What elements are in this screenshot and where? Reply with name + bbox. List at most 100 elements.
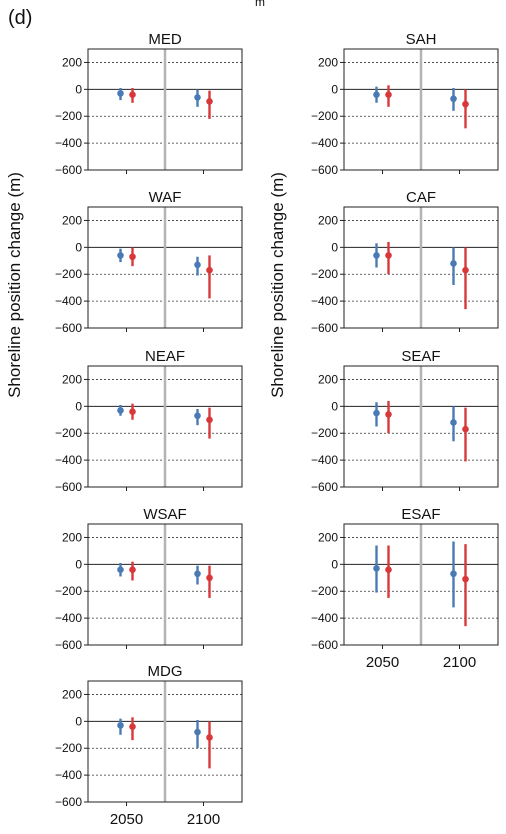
y-tick-label: 0 xyxy=(75,557,82,571)
median-point-blue xyxy=(194,728,201,736)
median-point-blue xyxy=(117,252,124,259)
panel-med: MED 200 0 −200 −400 −600 xyxy=(55,31,243,177)
median-point-blue xyxy=(450,419,457,426)
plot-frame xyxy=(343,523,499,646)
median-point-red xyxy=(129,566,136,574)
median-point-red xyxy=(129,91,136,99)
y-tick-label: −200 xyxy=(311,109,338,123)
median-point-red xyxy=(385,566,392,574)
median-point-blue xyxy=(194,261,201,269)
panel-seaf: SEAF 200 0 −200 −400 −600 xyxy=(311,348,499,494)
y-tick-label: −200 xyxy=(55,109,82,123)
y-tick-label: 0 xyxy=(75,240,82,254)
median-point-red xyxy=(129,723,136,731)
median-point-red xyxy=(462,575,469,583)
y-tick-label: −400 xyxy=(311,294,338,308)
y-tick-label: 200 xyxy=(318,372,338,386)
median-point-red xyxy=(129,253,136,261)
y-tick-label: −400 xyxy=(311,136,338,150)
median-point-red xyxy=(385,411,392,418)
y-tick-label: 200 xyxy=(318,55,338,69)
y-tick-label: −200 xyxy=(55,426,82,440)
plot-frame xyxy=(343,48,499,171)
median-point-blue xyxy=(450,95,457,103)
median-point-blue xyxy=(117,407,124,414)
median-point-red xyxy=(462,425,469,433)
y-tick-label: −600 xyxy=(311,321,338,335)
panel-title: NEAF xyxy=(145,348,185,365)
median-point-red xyxy=(462,266,469,274)
y-tick-label: −400 xyxy=(55,136,82,150)
x-tick-label: 2100 xyxy=(187,811,220,828)
y-tick-label: 200 xyxy=(62,372,82,386)
y-tick-label: 0 xyxy=(75,82,82,96)
median-point-red xyxy=(129,408,136,416)
plot-frame xyxy=(343,206,499,329)
median-point-red xyxy=(206,416,213,424)
median-point-blue xyxy=(450,260,457,267)
y-tick-label: 200 xyxy=(318,213,338,227)
plot-frame xyxy=(87,48,243,171)
median-point-blue xyxy=(373,409,380,417)
median-point-red xyxy=(206,266,213,274)
median-point-blue xyxy=(373,565,380,572)
y-tick-label: −600 xyxy=(55,480,82,494)
median-point-blue xyxy=(117,566,124,574)
y-tick-label: 0 xyxy=(331,240,338,254)
panel-caf: CAF 200 0 −200 −400 −600 xyxy=(311,189,499,335)
y-tick-label: 200 xyxy=(62,530,82,544)
panel-wsaf: WSAF 200 0 −200 −400 −600 xyxy=(55,506,243,652)
median-point-blue xyxy=(194,94,201,101)
panel-title: WAF xyxy=(149,189,182,206)
median-point-red xyxy=(462,100,469,108)
y-tick-label: −600 xyxy=(55,638,82,652)
y-tick-label: −600 xyxy=(55,163,82,177)
y-tick-label: 200 xyxy=(318,530,338,544)
plot-frame xyxy=(87,680,243,803)
panel-mdg: MDG 200 0 −200 −400 −600 2050 2100 xyxy=(55,663,243,828)
x-tick-label: 2050 xyxy=(366,654,399,671)
y-tick-label: −400 xyxy=(311,611,338,625)
y-tick-label: −400 xyxy=(55,611,82,625)
y-tick-label: −200 xyxy=(311,584,338,598)
y-tick-label: −200 xyxy=(55,584,82,598)
y-tick-label: 0 xyxy=(331,399,338,413)
y-tick-label: 0 xyxy=(331,557,338,571)
median-point-red xyxy=(206,98,213,105)
plot-frame xyxy=(87,523,243,646)
y-tick-label: −400 xyxy=(55,294,82,308)
panel-sah: SAH 200 0 −200 −400 −600 xyxy=(311,31,499,177)
x-tick-label: 2100 xyxy=(443,654,476,671)
y-tick-label: −400 xyxy=(311,453,338,467)
y-tick-label: 200 xyxy=(62,213,82,227)
y-axis-label-left: Shoreline position change (m) xyxy=(5,172,24,398)
median-point-red xyxy=(385,252,392,259)
y-tick-label: −600 xyxy=(311,638,338,652)
median-point-blue xyxy=(194,412,201,420)
panel-waf: WAF 200 0 −200 −400 −600 xyxy=(55,189,243,335)
panel-title: ESAF xyxy=(401,506,440,523)
panel-title: WSAF xyxy=(143,506,186,523)
panel-title: SEAF xyxy=(401,348,440,365)
y-tick-label: −400 xyxy=(55,453,82,467)
panel-label: (d) xyxy=(8,7,32,29)
median-point-blue xyxy=(450,570,457,578)
y-tick-label: 200 xyxy=(62,55,82,69)
median-point-blue xyxy=(117,722,124,729)
y-tick-label: −600 xyxy=(311,163,338,177)
y-tick-label: −200 xyxy=(311,267,338,281)
median-point-blue xyxy=(373,252,380,259)
plot-frame xyxy=(87,206,243,329)
y-tick-label: −600 xyxy=(55,321,82,335)
x-tick-label: 2050 xyxy=(110,811,143,828)
median-point-red xyxy=(206,734,213,741)
y-tick-label: 0 xyxy=(331,82,338,96)
median-point-blue xyxy=(117,90,124,97)
y-tick-label: −400 xyxy=(55,768,82,782)
y-tick-label: −200 xyxy=(55,741,82,755)
panel-title: MED xyxy=(148,31,182,48)
plot-frame xyxy=(87,365,243,488)
y-tick-label: −600 xyxy=(55,795,82,809)
top-edge-fragment: m xyxy=(255,0,265,9)
median-point-blue xyxy=(194,570,201,578)
